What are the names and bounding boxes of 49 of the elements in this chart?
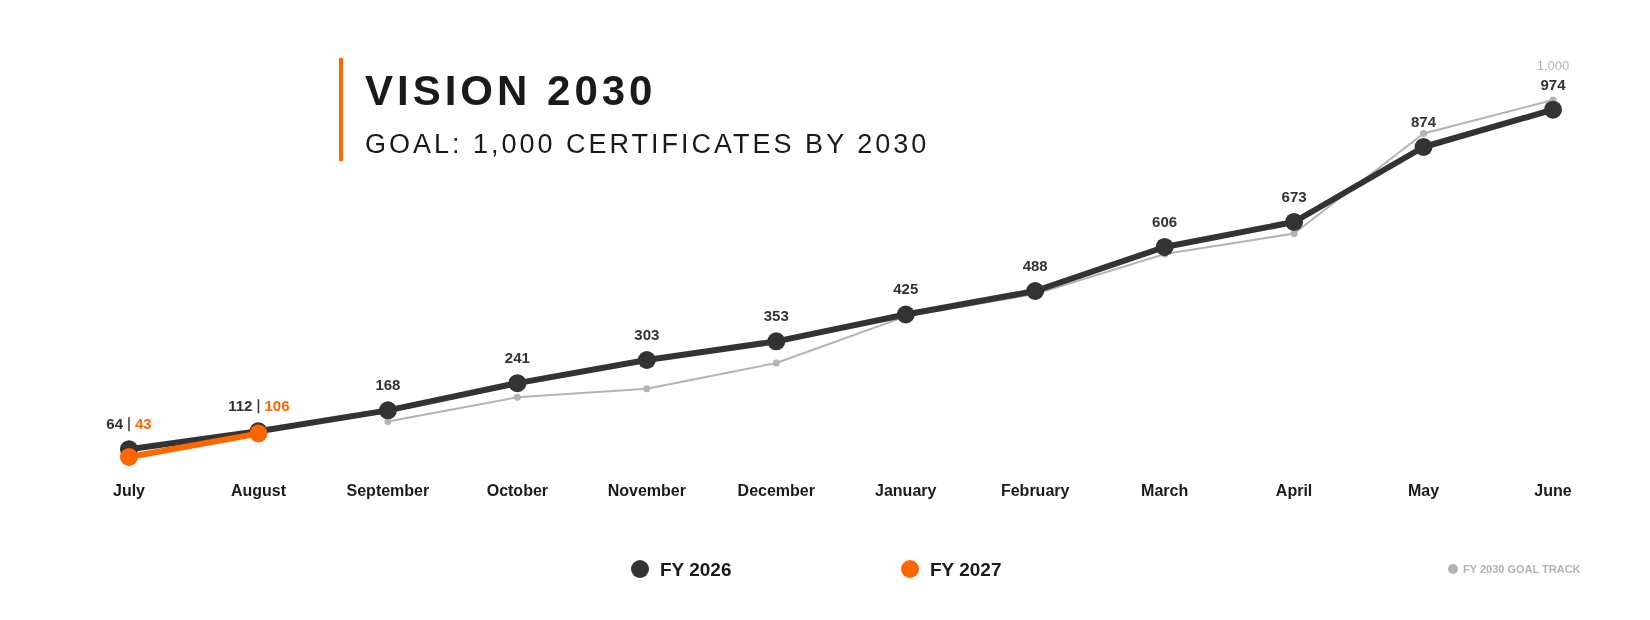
data-label: 1,000	[1536, 58, 1570, 73]
point	[1414, 138, 1433, 156]
data-label: 112	[228, 397, 253, 415]
point	[378, 401, 397, 420]
legend-label: FY 2030 GOAL TRACK	[1463, 563, 1581, 575]
point	[1420, 130, 1428, 138]
point	[772, 359, 780, 367]
data-label: 673	[1281, 187, 1307, 205]
data-label: 43	[135, 415, 152, 433]
data-label: 488	[1022, 257, 1048, 274]
data-label: 64	[106, 415, 124, 433]
x-tick-label: August	[230, 482, 287, 499]
data-label: 353	[763, 307, 789, 325]
chart-title: VISION 2030	[365, 67, 657, 114]
point	[1155, 237, 1174, 256]
point	[643, 385, 651, 393]
point	[637, 351, 656, 370]
legend-label: FY 2026	[660, 559, 732, 580]
x-tick-label: December	[737, 482, 815, 499]
data-label: 425	[893, 280, 919, 298]
point	[120, 448, 138, 466]
x-tick-label: February	[1000, 482, 1070, 499]
x-tick-label: March	[1141, 482, 1189, 499]
data-label: 874	[1411, 113, 1437, 130]
point	[767, 332, 786, 351]
text: GOAL: 1,000 CERTIFICATES BY 2030	[365, 129, 930, 159]
x-tick-label: November	[607, 482, 686, 499]
data-label: 303	[634, 326, 660, 344]
data-label: 168	[375, 376, 401, 394]
point	[896, 305, 915, 324]
point	[1544, 100, 1562, 119]
x-tick-label: September	[346, 482, 430, 499]
x-tick-label: April	[1275, 482, 1313, 499]
x-tick-label: June	[1534, 482, 1572, 499]
data-label: 106	[264, 397, 290, 415]
legend-label: FY 2027	[930, 559, 1002, 580]
x-tick-label: July	[112, 482, 146, 499]
data-label: 241	[504, 349, 530, 367]
data-label: 606	[1152, 212, 1178, 230]
x-tick-label: October	[486, 482, 549, 499]
data-label: 974	[1540, 75, 1567, 93]
point	[1290, 230, 1298, 238]
point	[513, 393, 521, 401]
point	[508, 374, 527, 393]
point	[384, 418, 392, 426]
x-tick-label: January	[875, 482, 937, 499]
point	[1285, 212, 1304, 231]
point	[1026, 282, 1045, 300]
x-tick-label: May	[1407, 482, 1440, 499]
